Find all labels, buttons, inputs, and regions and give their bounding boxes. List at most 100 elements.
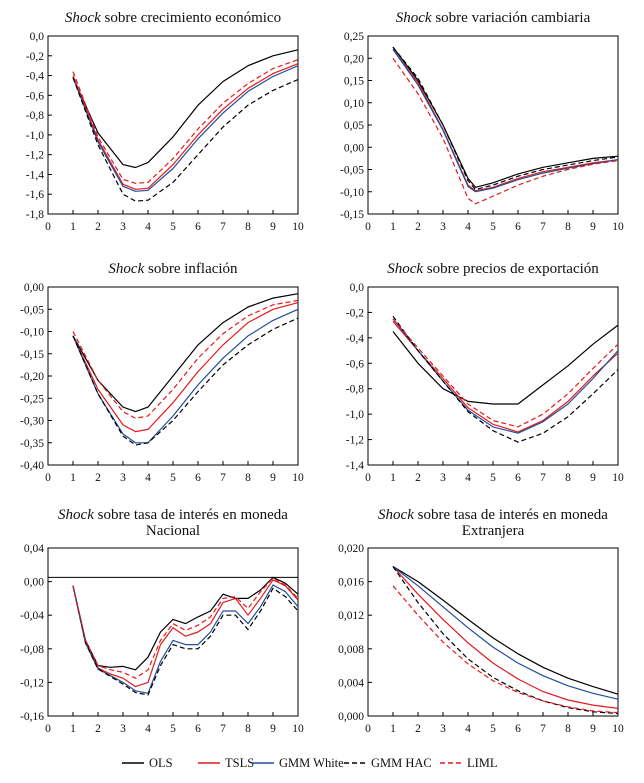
x-tick-label: 8 — [245, 221, 251, 233]
y-tick-label: -0,25 — [20, 393, 44, 405]
y-tick-label: -0,08 — [20, 644, 44, 656]
x-tick-label: 5 — [170, 221, 176, 233]
x-tick-label: 4 — [465, 472, 471, 484]
series-line-tsls — [72, 302, 299, 433]
series-line-gmm-white — [72, 65, 299, 192]
series-line-gmm-white — [72, 584, 299, 694]
x-tick-label: 9 — [270, 723, 276, 735]
legend-label: TSLS — [225, 756, 254, 770]
chart-title-line2: Nacional — [146, 523, 200, 539]
x-tick-label: 8 — [565, 472, 571, 484]
x-tick-label: 3 — [440, 472, 446, 484]
chart-title-rest: sobre inflación — [144, 261, 238, 277]
series-line-ols — [72, 49, 299, 169]
x-tick-label: 8 — [245, 472, 251, 484]
x-tick-label: 8 — [565, 723, 571, 735]
y-tick-label: 0,05 — [344, 120, 364, 132]
y-tick-label: -0,10 — [20, 327, 44, 339]
chart-title-rest: sobre tasa de interés en moneda — [414, 507, 608, 523]
x-tick-label: 6 — [515, 723, 521, 735]
chart-title-rest: sobre variación cambiaria — [432, 10, 591, 26]
x-tick-label: 8 — [245, 723, 251, 735]
series-line-gmm-hac — [72, 77, 299, 202]
chart-6: Shock sobre tasa de interés en monedaExt… — [338, 507, 624, 735]
series-line-gmm-hac — [392, 566, 619, 715]
y-tick-label: -0,2 — [346, 307, 364, 319]
legend-label: LIML — [467, 756, 498, 770]
y-tick-label: -0,15 — [20, 349, 44, 361]
y-tick-label: -0,16 — [20, 711, 44, 723]
series-line-ols — [392, 565, 619, 695]
series-line-liml — [72, 59, 299, 184]
series-line-gmm-white — [392, 49, 619, 193]
series-line-liml — [72, 577, 299, 679]
series-line-liml — [72, 299, 299, 419]
x-tick-label: 0 — [45, 472, 51, 484]
chart-title: Shock sobre inflación — [108, 261, 238, 277]
chart-title-rest: sobre crecimiento económico — [101, 10, 281, 26]
chart-title-italic: Shock — [378, 507, 414, 523]
x-tick-label: 4 — [465, 221, 471, 233]
x-tick-label: 5 — [490, 472, 496, 484]
y-tick-label: 0,0 — [30, 31, 45, 43]
chart-title-italic: Shock — [387, 261, 423, 277]
legend-label: GMM White — [279, 756, 344, 770]
x-tick-label: 8 — [565, 221, 571, 233]
x-tick-label: 7 — [540, 472, 546, 484]
legend: OLS TSLS GMM White GMM HAC LIML — [122, 756, 498, 770]
chart-title-italic: Shock — [58, 507, 94, 523]
series-line-ols — [392, 324, 619, 405]
x-tick-label: 6 — [195, 221, 201, 233]
y-tick-label: -1,2 — [346, 435, 364, 447]
x-tick-label: 9 — [590, 221, 596, 233]
x-tick-label: 7 — [220, 221, 226, 233]
legend-label: OLS — [149, 756, 173, 770]
y-tick-label: -0,2 — [26, 51, 44, 63]
y-tick-label: -1,6 — [26, 189, 44, 201]
x-tick-label: 5 — [170, 723, 176, 735]
x-tick-label: 0 — [365, 221, 371, 233]
y-tick-label: -0,40 — [20, 460, 44, 472]
x-tick-label: 1 — [390, 221, 396, 233]
y-tick-label: -1,8 — [26, 209, 44, 221]
y-tick-label: -1,4 — [26, 169, 44, 181]
plot-frame — [47, 35, 299, 215]
y-tick-label: -0,05 — [20, 304, 44, 316]
chart-title: Shock sobre crecimiento económico — [65, 10, 281, 26]
y-tick-label: 0,25 — [344, 31, 364, 43]
x-tick-label: 3 — [120, 723, 126, 735]
series-line-tsls — [392, 566, 619, 709]
y-tick-label: -0,4 — [346, 333, 364, 345]
x-tick-label: 9 — [590, 472, 596, 484]
x-tick-label: 10 — [292, 221, 304, 233]
x-tick-label: 10 — [612, 723, 624, 735]
x-tick-label: 1 — [70, 472, 76, 484]
chart-5: Shock sobre tasa de interés en monedaNac… — [20, 507, 304, 735]
series-line-gmm-hac — [72, 317, 299, 446]
x-tick-label: 4 — [465, 723, 471, 735]
x-tick-label: 10 — [612, 472, 624, 484]
plot-frame — [367, 547, 619, 717]
x-tick-label: 6 — [195, 472, 201, 484]
series-line-gmm-hac — [72, 585, 299, 696]
x-tick-label: 7 — [540, 723, 546, 735]
series-line-gmm-hac — [392, 46, 619, 191]
x-tick-label: 3 — [120, 472, 126, 484]
y-tick-label: 0,004 — [338, 677, 364, 689]
x-tick-label: 2 — [95, 472, 101, 484]
plot-frame — [47, 547, 299, 717]
y-tick-label: 0,00 — [24, 282, 44, 294]
y-tick-label: 0,000 — [338, 711, 364, 723]
series-line-tsls — [72, 579, 299, 688]
x-tick-label: 3 — [120, 221, 126, 233]
x-tick-label: 10 — [292, 723, 304, 735]
x-tick-label: 2 — [415, 221, 421, 233]
x-tick-label: 4 — [145, 723, 151, 735]
x-tick-label: 0 — [365, 472, 371, 484]
y-tick-label: 0,012 — [338, 610, 364, 622]
chart-title-italic: Shock — [65, 10, 101, 26]
x-tick-label: 3 — [440, 723, 446, 735]
y-tick-label: -0,30 — [20, 416, 44, 428]
y-tick-label: -0,6 — [346, 358, 364, 370]
